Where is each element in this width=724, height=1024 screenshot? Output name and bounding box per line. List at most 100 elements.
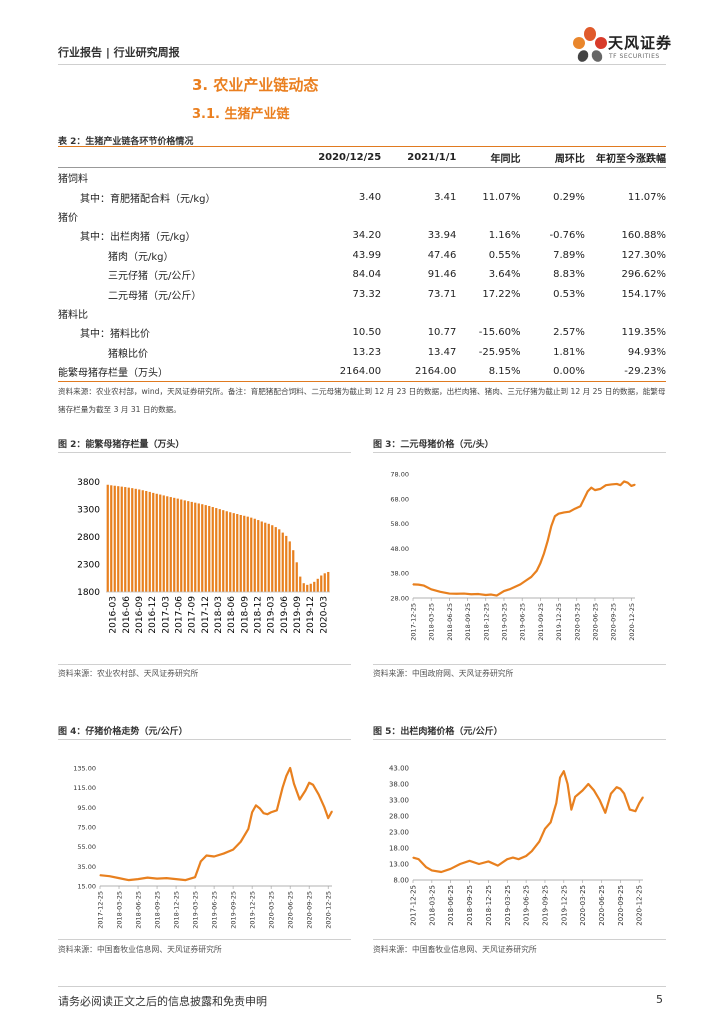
- x-tick-label: 2018-12: [254, 596, 264, 634]
- data-point: [512, 857, 514, 859]
- disclaimer-footer[interactable]: 请务必阅读正文之后的信息披露和免责申明: [58, 995, 267, 1008]
- y-tick-label: 68.00: [390, 495, 409, 503]
- x-tick-label: 2018-09-25: [154, 891, 162, 929]
- data-point: [470, 593, 472, 595]
- data-point: [599, 488, 602, 490]
- bar: [309, 583, 312, 592]
- fig4-rule-bottom: [58, 939, 351, 940]
- y-tick-label: 43.00: [389, 765, 409, 773]
- bar: [131, 488, 134, 592]
- bar: [232, 513, 235, 592]
- table-cell: 160.88%: [621, 230, 667, 242]
- fig3-title: 图 3：二元母猪价格（元/头）: [373, 440, 494, 450]
- data-point: [232, 849, 234, 851]
- bar: [302, 583, 305, 592]
- data-point: [508, 588, 511, 590]
- bar: [218, 509, 221, 592]
- data-point: [559, 777, 561, 779]
- x-tick-label: 2020-03-25: [573, 603, 581, 641]
- fig2-chart: 1800 2300 2800 3300 3800 2016-03 2016-06 2016-0…: [77, 478, 330, 634]
- y-tick-label: 38.00: [390, 570, 409, 578]
- data-point: [184, 879, 187, 881]
- series-line: [412, 480, 636, 597]
- data-point: [312, 784, 314, 786]
- x-tick-label: 2020-03-25: [268, 891, 276, 929]
- bar: [141, 490, 144, 592]
- bar: [173, 497, 176, 592]
- bar: [176, 498, 179, 592]
- section-title: 3. 农业产业链动态: [192, 76, 319, 94]
- data-point: [630, 485, 632, 487]
- data-point: [468, 860, 471, 862]
- data-point: [439, 591, 441, 593]
- bar: [239, 515, 242, 592]
- data-point: [156, 878, 158, 880]
- data-point: [289, 767, 291, 769]
- table-cell: -15.60%: [478, 327, 521, 339]
- data-point: [247, 828, 249, 830]
- bar: [169, 497, 172, 592]
- bar: [180, 499, 183, 592]
- data-point: [543, 552, 545, 554]
- table-cell: [520, 168, 584, 188]
- data-point: [308, 782, 310, 784]
- x-tick-label: 2017-12: [201, 596, 211, 634]
- table-cell: [305, 207, 381, 226]
- x-tick-label: 2018-12-25: [485, 885, 493, 926]
- data-point: [623, 480, 625, 483]
- x-tick-label: 2018-06-25: [135, 891, 143, 929]
- data-point: [605, 484, 607, 486]
- table-cell: 2164.00: [304, 361, 382, 383]
- bar: [278, 529, 281, 592]
- data-point: [525, 580, 527, 582]
- x-tick-label: 2019-12-25: [555, 603, 563, 641]
- bar: [124, 487, 127, 592]
- data-point: [574, 796, 576, 798]
- data-point: [619, 788, 621, 790]
- fig5-chart: 8.00 13.00 18.00 23.00 28.00 33.00 38.00 43.00 2…: [389, 765, 644, 926]
- data-point: [539, 562, 541, 564]
- data-point: [146, 877, 149, 879]
- bar: [257, 520, 260, 592]
- table-row: 猪料比: [58, 304, 666, 323]
- data-point: [616, 483, 618, 485]
- data-point: [590, 487, 592, 489]
- x-tick-label: 2016-09: [135, 596, 145, 634]
- data-point: [418, 858, 420, 860]
- data-point: [610, 793, 612, 795]
- data-point: [431, 869, 433, 871]
- x-tick-label: 2019-03-25: [500, 603, 508, 641]
- x-tick-label: 2018-09-25: [464, 603, 472, 641]
- table-cell: 34.20: [352, 230, 382, 242]
- fig5-rule-bottom: [373, 939, 666, 940]
- fig3-rule-bottom: [373, 664, 666, 665]
- table-cell: 119.35%: [621, 327, 667, 339]
- row-label: 猪粮比价: [108, 348, 148, 360]
- x-tick-label: 2018-06-25: [446, 603, 454, 641]
- bar: [313, 581, 316, 592]
- table-cell: 0.00%: [520, 361, 585, 383]
- table-cell: [585, 168, 666, 188]
- data-point: [205, 854, 208, 857]
- bar: [267, 523, 270, 592]
- data-point: [563, 770, 565, 772]
- table-cell: 3.64%: [488, 269, 521, 281]
- data-point: [240, 841, 242, 843]
- bar: [320, 575, 323, 592]
- bar: [236, 514, 239, 592]
- table-row: 其中：猪料比价 10.50 10.77 -15.60% 2.57% 119.35%: [58, 323, 666, 342]
- report-type-header: 行业报告 | 行业研究周报: [58, 46, 180, 59]
- data-point: [118, 877, 120, 879]
- x-tick-label: 2020-12-25: [325, 891, 333, 929]
- data-point: [423, 585, 425, 587]
- row-label: 三元仔猪（元/公斤）: [108, 271, 202, 283]
- x-tick-label: 2019-12: [306, 596, 316, 634]
- x-tick-label: 2016-12: [148, 596, 158, 634]
- bar: [190, 501, 193, 592]
- bar: [134, 488, 137, 592]
- row-label: 猪肉（元/kg）: [108, 251, 174, 263]
- data-point: [270, 811, 272, 813]
- table-cell: 8.83%: [553, 269, 585, 281]
- x-tick-label: 2019-03-25: [504, 885, 512, 926]
- data-point: [425, 866, 427, 868]
